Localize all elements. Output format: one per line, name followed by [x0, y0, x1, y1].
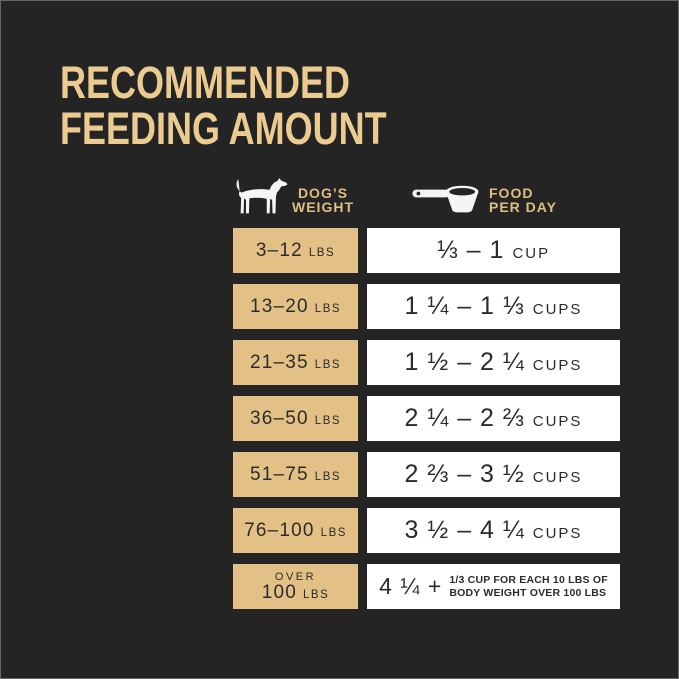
weight-range: 21–35 — [249, 351, 309, 373]
weight-range: 100 — [261, 582, 298, 603]
weight-cell: 13–20 LBS — [233, 284, 358, 329]
weight-cell: 21–35 LBS — [233, 340, 358, 385]
weight-column-header: DOG’S WEIGHT — [292, 186, 354, 214]
amount-unit: CUPS — [532, 525, 583, 542]
page-title-line1: RECOMMENDED — [60, 57, 351, 108]
amount-cell: 3 ½ – 4 ¼ CUPS — [367, 508, 620, 553]
weight-cell: 76–100 LBS — [233, 508, 358, 553]
amount-cell: 1 ¼ – 1 ⅓ CUPS — [367, 284, 620, 329]
amount-range: 2 ¼ – 2 ⅔ — [404, 404, 525, 432]
amount-cell: 2 ¼ – 2 ⅔ CUPS — [367, 396, 620, 441]
page-title-line2: FEEDING AMOUNT — [60, 103, 387, 154]
table-row: 3–12 LBS ⅓ – 1 CUP — [233, 228, 620, 273]
weight-cell: OVER 100 LBS — [233, 564, 358, 609]
amount-unit: CUPS — [532, 357, 583, 374]
amount-unit: CUPS — [532, 413, 583, 430]
amount-note-line1: 1/3 CUP FOR EACH 10 LBS OF — [449, 574, 608, 586]
weight-header-line1: DOG’S — [297, 185, 349, 201]
weight-cell: 51–75 LBS — [233, 452, 358, 497]
weight-unit: LBS — [308, 246, 336, 259]
amount-cell: 1 ½ – 2 ¼ CUPS — [367, 340, 620, 385]
amount-note: 1/3 CUP FOR EACH 10 LBS OF BODY WEIGHT O… — [449, 574, 607, 599]
amount-range: 1 ¼ – 1 ⅓ — [404, 292, 525, 320]
weight-cell: 3–12 LBS — [233, 228, 358, 273]
amount-unit: CUP — [512, 245, 551, 262]
table-row: 13–20 LBS 1 ¼ – 1 ⅓ CUPS — [233, 284, 620, 329]
amount-range: 1 ½ – 2 ¼ — [404, 348, 525, 376]
weight-unit: LBS — [314, 302, 342, 315]
weight-range: 3–12 — [255, 239, 303, 261]
amount-cell: ⅓ – 1 CUP — [367, 228, 620, 273]
measuring-cup-icon — [412, 185, 479, 213]
amount-note-line2: BODY WEIGHT OVER 100 LBS — [449, 586, 607, 599]
food-header-line1: FOOD — [489, 185, 534, 201]
amount-cell: 2 ⅔ – 3 ½ CUPS — [367, 452, 620, 497]
table-row: OVER 100 LBS 4 ¼ + 1/3 CUP FOR EACH 10 LB… — [233, 564, 620, 609]
weight-unit: LBS — [303, 589, 330, 601]
food-header-line2: PER DAY — [489, 199, 557, 215]
table-row: 36–50 LBS 2 ¼ – 2 ⅔ CUPS — [233, 396, 620, 441]
amount-unit: CUPS — [532, 301, 583, 318]
weight-prefix: OVER — [274, 571, 317, 583]
table-row: 51–75 LBS 2 ⅔ – 3 ½ CUPS — [233, 452, 620, 497]
amount-range: 3 ½ – 4 ¼ — [404, 516, 525, 544]
amount-cell: 4 ¼ + 1/3 CUP FOR EACH 10 LBS OF BODY WE… — [367, 564, 620, 609]
amount-range: 2 ⅔ – 3 ½ — [404, 460, 525, 488]
amount-base: 4 ¼ + — [379, 573, 443, 599]
weight-range: 51–75 — [249, 463, 309, 485]
dog-silhouette-icon — [236, 178, 288, 214]
page-title: RECOMMENDED FEEDING AMOUNT — [60, 60, 387, 152]
table-row: 21–35 LBS 1 ½ – 2 ¼ CUPS — [233, 340, 620, 385]
amount-unit: CUPS — [532, 469, 583, 486]
weight-unit: LBS — [314, 414, 342, 427]
weight-range: 13–20 — [249, 295, 309, 317]
food-column-header: FOOD PER DAY — [489, 186, 557, 214]
weight-unit: LBS — [314, 358, 342, 371]
weight-unit: LBS — [314, 470, 342, 483]
weight-range: 36–50 — [249, 407, 309, 429]
weight-unit: LBS — [320, 526, 347, 539]
table-row: 76–100 LBS 3 ½ – 4 ¼ CUPS — [233, 508, 620, 553]
weight-range: 76–100 — [244, 519, 315, 541]
amount-range: ⅓ – 1 — [436, 236, 505, 264]
weight-cell: 36–50 LBS — [233, 396, 358, 441]
weight-header-line2: WEIGHT — [292, 199, 354, 215]
